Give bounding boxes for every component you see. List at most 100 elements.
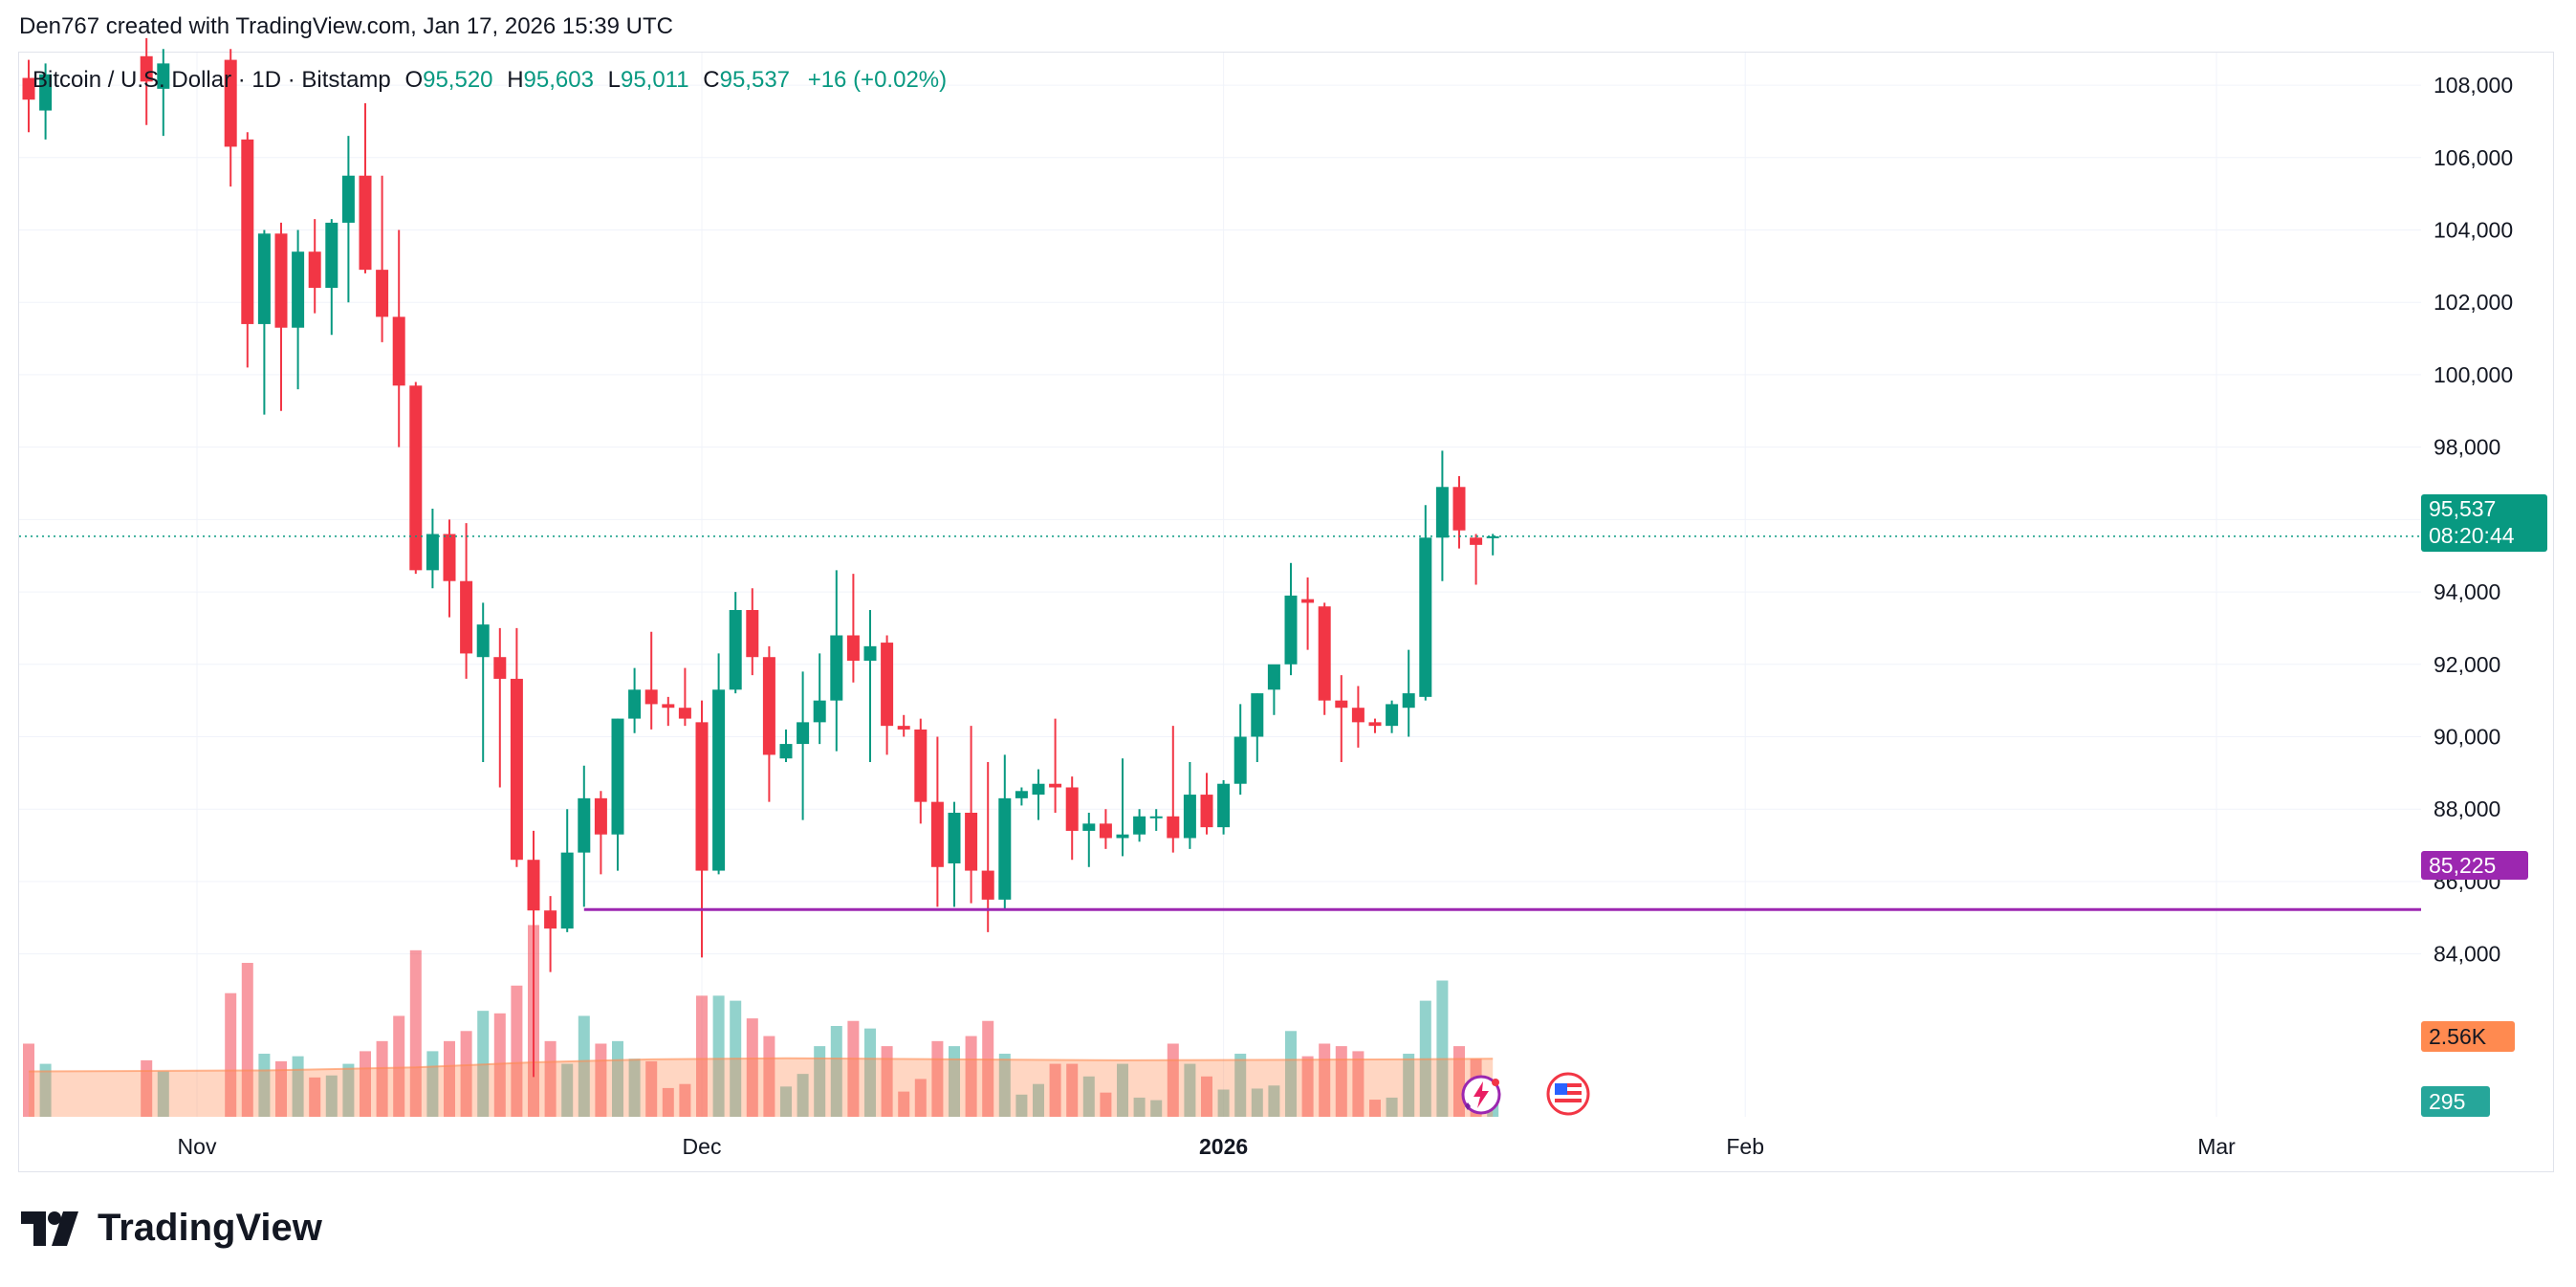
- candle: [678, 667, 691, 727]
- candle-body: [359, 175, 372, 271]
- candle: [695, 700, 709, 958]
- volume-bar: [23, 1043, 34, 1117]
- candle: [846, 574, 860, 683]
- volume-bar: [949, 1046, 960, 1117]
- volume-bar: [780, 1086, 792, 1117]
- candle: [881, 635, 894, 755]
- candle-body: [1082, 823, 1096, 831]
- volume-bar: [628, 1058, 641, 1117]
- candle-body: [1032, 783, 1045, 796]
- candle-body: [1402, 693, 1415, 709]
- volume-bar: [409, 949, 422, 1117]
- candle: [863, 610, 877, 762]
- candle: [39, 63, 53, 140]
- candle: [426, 509, 439, 589]
- candle: [157, 49, 170, 137]
- volume-bar: [712, 995, 725, 1117]
- candle-body: [695, 722, 709, 871]
- candle: [594, 791, 607, 875]
- candle: [1470, 534, 1483, 585]
- candle-body: [257, 233, 271, 324]
- candle-body: [797, 722, 810, 745]
- candle-body: [578, 797, 591, 853]
- candle-body: [846, 635, 860, 661]
- candle-body: [409, 385, 423, 571]
- volume-bar: [1150, 1100, 1163, 1117]
- symbol-label[interactable]: Bitcoin / U.S. Dollar · 1D · Bitstamp: [33, 67, 391, 93]
- chart-legend: Bitcoin / U.S. Dollar · 1D · Bitstamp O9…: [33, 67, 947, 94]
- candle-body: [1149, 816, 1163, 818]
- tradingview-logo[interactable]: TradingView: [21, 1207, 322, 1250]
- y-tick-label: 90,000: [2434, 725, 2500, 750]
- volume-tag: 295: [2421, 1086, 2490, 1117]
- candle: [914, 718, 928, 824]
- volume-bar: [578, 1015, 590, 1117]
- candle: [644, 631, 658, 730]
- candle-body: [510, 678, 523, 861]
- candle-body: [325, 222, 338, 289]
- x-tick-label: 2026: [1199, 1134, 1248, 1159]
- candle: [981, 762, 994, 932]
- candle-body: [1183, 795, 1196, 839]
- candle: [292, 229, 305, 390]
- candle-body: [1351, 708, 1364, 723]
- candle-body: [1099, 823, 1112, 839]
- candle: [965, 726, 978, 904]
- volume-bar: [696, 995, 708, 1117]
- candle: [308, 219, 321, 314]
- lightning-icon[interactable]: [1460, 1074, 1502, 1116]
- volume-bar: [797, 1074, 809, 1117]
- volume-ma-tag: 2.56K: [2421, 1021, 2515, 1052]
- candle: [1149, 809, 1163, 831]
- candle: [897, 714, 910, 737]
- volume-bar: [847, 1020, 860, 1117]
- last-price-tag: 95,537 08:20:44: [2421, 494, 2547, 552]
- grid: [19, 53, 2421, 1117]
- candle: [1217, 779, 1231, 835]
- candle: [1351, 686, 1364, 748]
- volume-bars: [23, 925, 1499, 1117]
- candle: [662, 696, 675, 727]
- candle-body: [948, 813, 961, 863]
- candle-body: [1419, 537, 1432, 697]
- candle-body: [779, 744, 793, 759]
- open-value: 95,520: [423, 67, 493, 93]
- candle-body: [881, 643, 894, 727]
- candle: [762, 645, 775, 802]
- candle-body: [22, 77, 35, 100]
- volume-bar: [1234, 1054, 1247, 1117]
- candle-body: [1217, 783, 1231, 828]
- volume-bar: [1117, 1063, 1128, 1117]
- volume-bar: [544, 1040, 557, 1117]
- us-flag-icon[interactable]: [1546, 1072, 1590, 1116]
- volume-ma-area: [29, 1058, 1494, 1117]
- candle: [409, 382, 423, 575]
- volume-bar: [998, 1054, 1011, 1117]
- volume-bar: [1066, 1063, 1079, 1117]
- candle: [729, 592, 742, 694]
- support-price-tag: 85,225: [2421, 851, 2528, 880]
- volume-bar: [1015, 1094, 1028, 1117]
- candle: [998, 754, 1012, 911]
- candle: [493, 627, 507, 788]
- y-tick-label: 88,000: [2434, 796, 2500, 821]
- candle-body: [1015, 791, 1028, 798]
- candle: [1335, 675, 1348, 762]
- candle: [257, 229, 271, 415]
- y-tick-label: 94,000: [2434, 579, 2500, 604]
- brand-name: TradingView: [98, 1207, 322, 1249]
- volume-bar: [746, 1018, 758, 1117]
- candle: [325, 219, 338, 336]
- candle: [140, 37, 153, 125]
- candle-body: [476, 624, 490, 658]
- volume-bar: [141, 1059, 153, 1117]
- volume-bar: [241, 963, 253, 1117]
- candle: [1251, 693, 1264, 762]
- volume-bar: [1133, 1097, 1146, 1117]
- volume-bar: [1335, 1046, 1347, 1117]
- candle: [628, 667, 642, 733]
- candle-body: [1251, 693, 1264, 737]
- volume-bar: [1167, 1043, 1179, 1117]
- candle-body: [1470, 537, 1483, 545]
